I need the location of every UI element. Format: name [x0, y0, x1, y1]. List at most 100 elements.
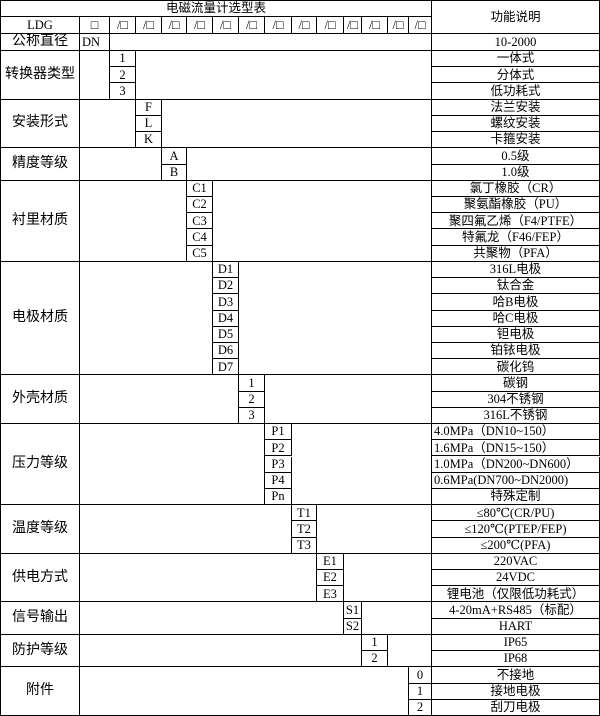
- option-description: IP65: [432, 634, 600, 652]
- option-description: 304不锈钢: [432, 391, 600, 408]
- option-code: T2: [292, 521, 317, 538]
- option-code: E1: [317, 553, 344, 571]
- group-label: 温度等级: [0, 505, 80, 554]
- option-description: HART: [432, 618, 600, 635]
- group-label: 转换器类型: [0, 51, 80, 100]
- option-code: C4: [187, 229, 213, 246]
- option-description: 不接地: [432, 667, 600, 684]
- option-code: D7: [213, 359, 239, 376]
- option-code: P4: [265, 472, 292, 489]
- option-code: 2: [110, 67, 136, 84]
- model-slot: /□: [292, 17, 317, 34]
- option-description: 24VDC: [432, 570, 600, 587]
- option-code: C1: [187, 180, 213, 197]
- blank-cell: [80, 667, 409, 716]
- option-description: 4-20mA+RS485（标配）: [432, 602, 600, 619]
- group-label: 压力等级: [0, 424, 80, 506]
- option-code: K: [136, 132, 162, 149]
- option-code: D4: [213, 310, 239, 327]
- group-label: 信号输出: [0, 602, 80, 635]
- blank-cell: [80, 375, 239, 425]
- option-description: 特氟龙（F46/FEP）: [432, 229, 600, 246]
- option-code: S2: [344, 618, 362, 635]
- group-label: 安装形式: [0, 99, 80, 149]
- blank-cell: [239, 261, 432, 376]
- option-description: 哈B电极: [432, 294, 600, 311]
- option-code: A: [162, 148, 187, 165]
- option-code: E2: [317, 570, 344, 587]
- option-description: 接地电极: [432, 683, 600, 700]
- model-slot: /□: [136, 17, 162, 34]
- model-prefix: LDG: [0, 17, 80, 34]
- option-description: 4.0MPa（DN10~150）: [432, 424, 600, 441]
- blank-cell: [162, 99, 432, 149]
- blank-cell: [362, 602, 432, 635]
- option-code: C3: [187, 213, 213, 230]
- option-description: 法兰安装: [432, 99, 600, 116]
- option-code: 1: [409, 683, 432, 700]
- option-description: 特殊定制: [432, 488, 600, 506]
- option-code: P1: [265, 424, 292, 441]
- option-code: P3: [265, 456, 292, 473]
- option-description: 1.6MPa（DN15~150）: [432, 440, 600, 457]
- option-description: 一体式: [432, 51, 600, 68]
- blank-cell: [80, 553, 317, 603]
- option-code: 2: [239, 391, 265, 408]
- model-slot: /□: [239, 17, 265, 34]
- blank-cell: [110, 34, 432, 51]
- option-description: 卡箍安装: [432, 132, 600, 149]
- option-description: 碳钢: [432, 375, 600, 392]
- option-description: 共聚物（PFA）: [432, 245, 600, 262]
- option-description: 钽电极: [432, 326, 600, 343]
- option-code: T3: [292, 537, 317, 554]
- blank-cell: [187, 148, 432, 181]
- group-label: 精度等级: [0, 148, 80, 181]
- option-description: ≤80℃(CR/PU): [432, 505, 600, 522]
- option-code: Pn: [265, 488, 292, 506]
- model-slot: /□: [110, 17, 136, 34]
- option-code: 1: [362, 634, 388, 652]
- option-description: 钛合金: [432, 278, 600, 295]
- blank-cell: [80, 261, 213, 376]
- option-code: 3: [110, 83, 136, 100]
- option-code: D5: [213, 326, 239, 343]
- group-label: 防护等级: [0, 634, 80, 668]
- blank-cell: [292, 424, 432, 506]
- blank-cell: [80, 148, 162, 181]
- option-description: 碳化钨: [432, 359, 600, 376]
- option-description: IP68: [432, 651, 600, 668]
- option-description: 0.6MPa(DN700~DN2000): [432, 472, 600, 489]
- option-description: 0.5级: [432, 148, 600, 165]
- option-code: E3: [317, 586, 344, 603]
- option-description: 哈C电极: [432, 310, 600, 327]
- blank-cell: [80, 180, 187, 262]
- blank-cell: [80, 424, 265, 506]
- description-header: 功能说明: [432, 0, 600, 34]
- option-code: 1: [239, 375, 265, 392]
- model-slot: /□: [362, 17, 388, 34]
- option-description: 1.0级: [432, 164, 600, 181]
- blank-cell: [80, 99, 136, 149]
- blank-cell: [80, 505, 292, 554]
- option-code: 2: [409, 699, 432, 716]
- option-description: 分体式: [432, 67, 600, 84]
- blank-cell: [80, 51, 110, 100]
- option-description: 316L不锈钢: [432, 407, 600, 425]
- group-label: 电极材质: [0, 261, 80, 376]
- model-slot: /□: [409, 17, 432, 34]
- option-description: ≤120℃(PTEP/FEP): [432, 521, 600, 538]
- nominal-desc: 10-2000: [432, 34, 600, 51]
- option-code: F: [136, 99, 162, 116]
- model-first-box: □: [80, 17, 110, 34]
- option-code: 2: [362, 651, 388, 668]
- option-description: 刮刀电极: [432, 699, 600, 716]
- option-code: 3: [239, 407, 265, 425]
- option-code: 1: [110, 51, 136, 68]
- option-description: 聚四氟乙烯（F4/PTFE）: [432, 213, 600, 230]
- table-title: 电磁流量计选型表: [0, 0, 432, 17]
- option-code: D3: [213, 294, 239, 311]
- blank-cell: [265, 375, 432, 425]
- group-label: 供电方式: [0, 553, 80, 603]
- blank-cell: [80, 634, 362, 668]
- option-code: L: [136, 115, 162, 133]
